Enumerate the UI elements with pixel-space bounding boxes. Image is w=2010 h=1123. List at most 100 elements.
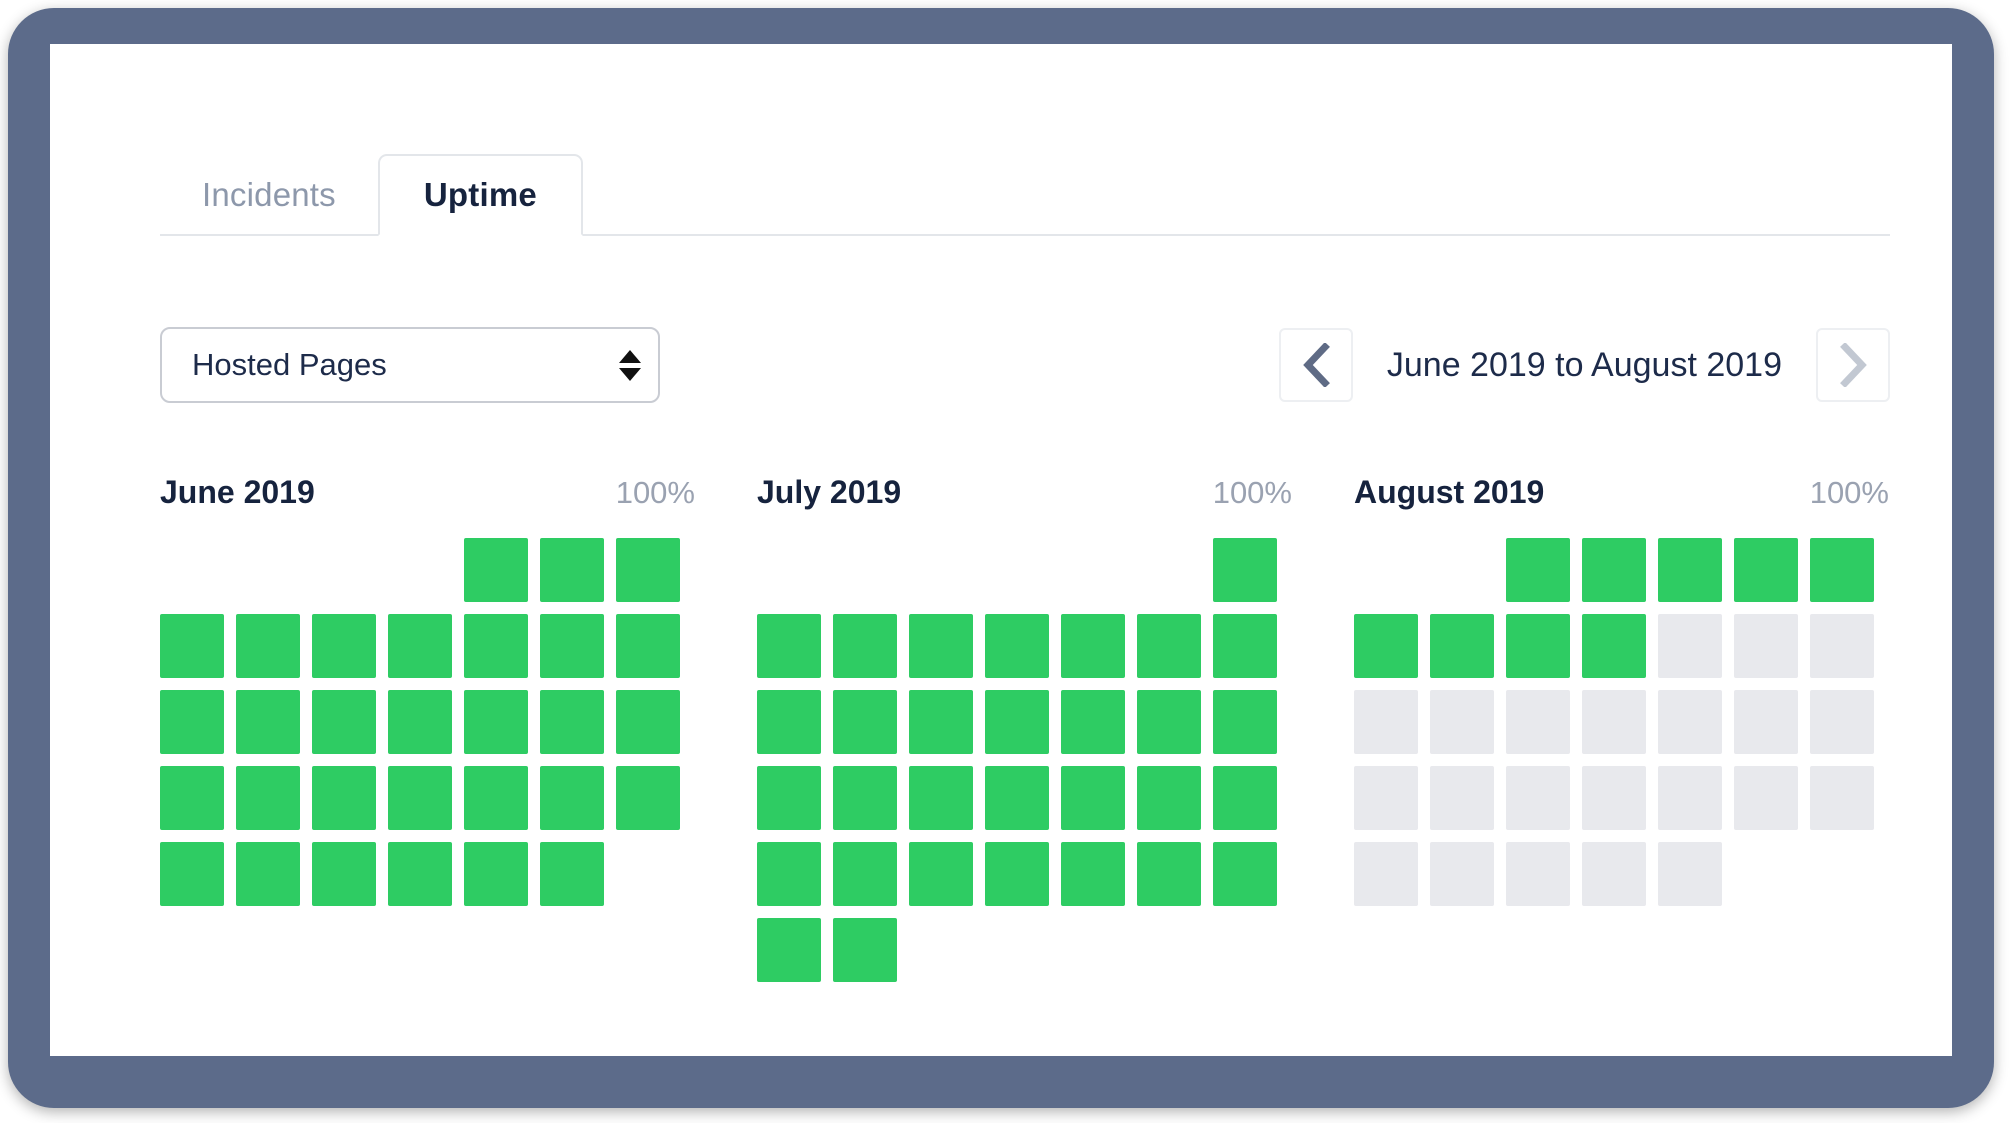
day-cell[interactable] xyxy=(1061,842,1125,906)
day-cell[interactable] xyxy=(909,766,973,830)
day-cell[interactable] xyxy=(388,842,452,906)
day-cell[interactable] xyxy=(1582,842,1646,906)
day-cell[interactable] xyxy=(1810,690,1874,754)
day-cell[interactable] xyxy=(833,842,897,906)
day-cell[interactable] xyxy=(236,766,300,830)
day-cell[interactable] xyxy=(464,766,528,830)
day-cell[interactable] xyxy=(1506,842,1570,906)
day-cell[interactable] xyxy=(1582,690,1646,754)
day-cell[interactable] xyxy=(757,766,821,830)
day-cell[interactable] xyxy=(616,766,680,830)
day-cell[interactable] xyxy=(1506,690,1570,754)
day-cell[interactable] xyxy=(616,538,680,602)
day-cell[interactable] xyxy=(757,614,821,678)
day-cell[interactable] xyxy=(1213,614,1277,678)
day-cell[interactable] xyxy=(985,842,1049,906)
day-cell[interactable] xyxy=(1354,690,1418,754)
day-cell[interactable] xyxy=(616,690,680,754)
day-cell[interactable] xyxy=(1137,614,1201,678)
day-cell[interactable] xyxy=(757,918,821,982)
day-cell[interactable] xyxy=(540,842,604,906)
day-cell[interactable] xyxy=(616,614,680,678)
day-cell[interactable] xyxy=(1658,614,1722,678)
day-cell[interactable] xyxy=(909,690,973,754)
day-cell[interactable] xyxy=(160,690,224,754)
triangle-up-icon xyxy=(619,349,641,363)
day-cell[interactable] xyxy=(909,842,973,906)
day-cell[interactable] xyxy=(1734,766,1798,830)
tab-uptime[interactable]: Uptime xyxy=(377,154,583,236)
day-cell[interactable] xyxy=(1061,766,1125,830)
day-cell[interactable] xyxy=(388,766,452,830)
day-cell[interactable] xyxy=(1810,614,1874,678)
day-cell[interactable] xyxy=(985,690,1049,754)
day-cell[interactable] xyxy=(236,842,300,906)
day-cell[interactable] xyxy=(464,614,528,678)
day-cell[interactable] xyxy=(1137,766,1201,830)
day-cell[interactable] xyxy=(540,614,604,678)
day-cell[interactable] xyxy=(464,690,528,754)
day-cell[interactable] xyxy=(833,690,897,754)
day-cell[interactable] xyxy=(1506,538,1570,602)
day-cell[interactable] xyxy=(1810,538,1874,602)
day-cell[interactable] xyxy=(833,918,897,982)
day-cell[interactable] xyxy=(160,614,224,678)
day-cell[interactable] xyxy=(1137,690,1201,754)
day-cell[interactable] xyxy=(1658,842,1722,906)
day-cell[interactable] xyxy=(1506,614,1570,678)
day-cell[interactable] xyxy=(1354,766,1418,830)
day-cell[interactable] xyxy=(312,842,376,906)
day-cell[interactable] xyxy=(1213,690,1277,754)
day-cell[interactable] xyxy=(833,766,897,830)
day-cell[interactable] xyxy=(1137,842,1201,906)
day-cell[interactable] xyxy=(236,614,300,678)
day-cell[interactable] xyxy=(540,766,604,830)
source-select-stepper[interactable] xyxy=(602,349,658,381)
day-cell[interactable] xyxy=(540,538,604,602)
day-cell[interactable] xyxy=(909,614,973,678)
day-cell[interactable] xyxy=(1430,842,1494,906)
day-cell[interactable] xyxy=(1213,842,1277,906)
day-cell[interactable] xyxy=(1734,690,1798,754)
day-cell[interactable] xyxy=(1354,842,1418,906)
day-cell[interactable] xyxy=(1506,766,1570,830)
day-cell[interactable] xyxy=(1213,538,1277,602)
day-cell[interactable] xyxy=(1430,690,1494,754)
day-cell[interactable] xyxy=(464,538,528,602)
next-period-button[interactable] xyxy=(1816,328,1890,402)
day-cell[interactable] xyxy=(1582,614,1646,678)
day-cell[interactable] xyxy=(388,690,452,754)
day-cell[interactable] xyxy=(1430,766,1494,830)
day-cell[interactable] xyxy=(1061,614,1125,678)
day-cell[interactable] xyxy=(388,614,452,678)
day-cell[interactable] xyxy=(985,614,1049,678)
day-cell[interactable] xyxy=(1658,766,1722,830)
month-header: June 2019 100% xyxy=(160,474,695,516)
day-cell[interactable] xyxy=(985,766,1049,830)
day-cell[interactable] xyxy=(312,690,376,754)
day-cell[interactable] xyxy=(160,842,224,906)
day-cell[interactable] xyxy=(1810,766,1874,830)
source-select[interactable]: Hosted Pages xyxy=(160,327,660,403)
day-cell[interactable] xyxy=(1734,614,1798,678)
day-cell[interactable] xyxy=(1658,690,1722,754)
day-cell[interactable] xyxy=(1061,690,1125,754)
day-cell[interactable] xyxy=(464,842,528,906)
day-cell[interactable] xyxy=(833,614,897,678)
prev-period-button[interactable] xyxy=(1278,328,1353,402)
day-cell[interactable] xyxy=(1213,766,1277,830)
tab-incidents[interactable]: Incidents xyxy=(160,154,378,236)
day-cell[interactable] xyxy=(160,766,224,830)
day-cell[interactable] xyxy=(312,614,376,678)
day-cell[interactable] xyxy=(757,842,821,906)
day-cell[interactable] xyxy=(1582,538,1646,602)
day-cell[interactable] xyxy=(1354,614,1418,678)
day-cell[interactable] xyxy=(1658,538,1722,602)
day-cell[interactable] xyxy=(1734,538,1798,602)
day-cell[interactable] xyxy=(1430,614,1494,678)
day-cell[interactable] xyxy=(236,690,300,754)
day-cell[interactable] xyxy=(540,690,604,754)
day-cell[interactable] xyxy=(312,766,376,830)
day-cell[interactable] xyxy=(757,690,821,754)
day-cell[interactable] xyxy=(1582,766,1646,830)
